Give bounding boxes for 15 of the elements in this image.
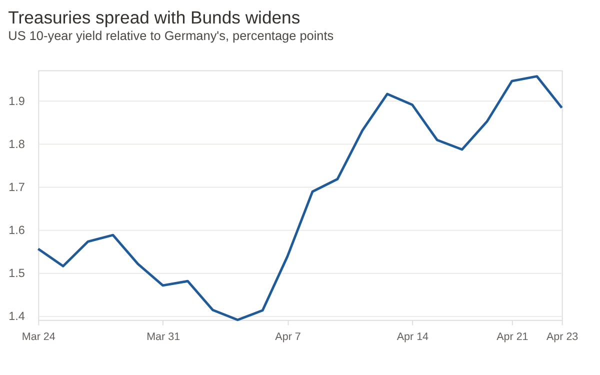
- x-tick-label: Apr 21: [496, 330, 528, 343]
- y-tick-label: 1.7: [8, 180, 25, 194]
- x-tick-label: Mar 31: [146, 330, 180, 343]
- y-tick-label: 1.4: [8, 310, 26, 323]
- chart-subtitle: US 10-year yield relative to Germany's, percentage points: [8, 28, 334, 43]
- y-tick-label: 1.8: [8, 138, 26, 151]
- x-tick-label: Apr 7: [275, 330, 301, 343]
- y-tick-label: 1.9: [8, 94, 25, 108]
- x-tick-label: Apr 23: [546, 330, 578, 343]
- y-tick-label: 1.5: [8, 266, 26, 280]
- x-tick-label: Mar 24: [22, 330, 56, 343]
- y-tick-label: 1.6: [8, 224, 26, 237]
- line-series: [36, 75, 564, 322]
- chart-title: Treasuries spread with Bunds widens: [8, 7, 300, 28]
- x-tick-label: Apr 14: [396, 330, 429, 343]
